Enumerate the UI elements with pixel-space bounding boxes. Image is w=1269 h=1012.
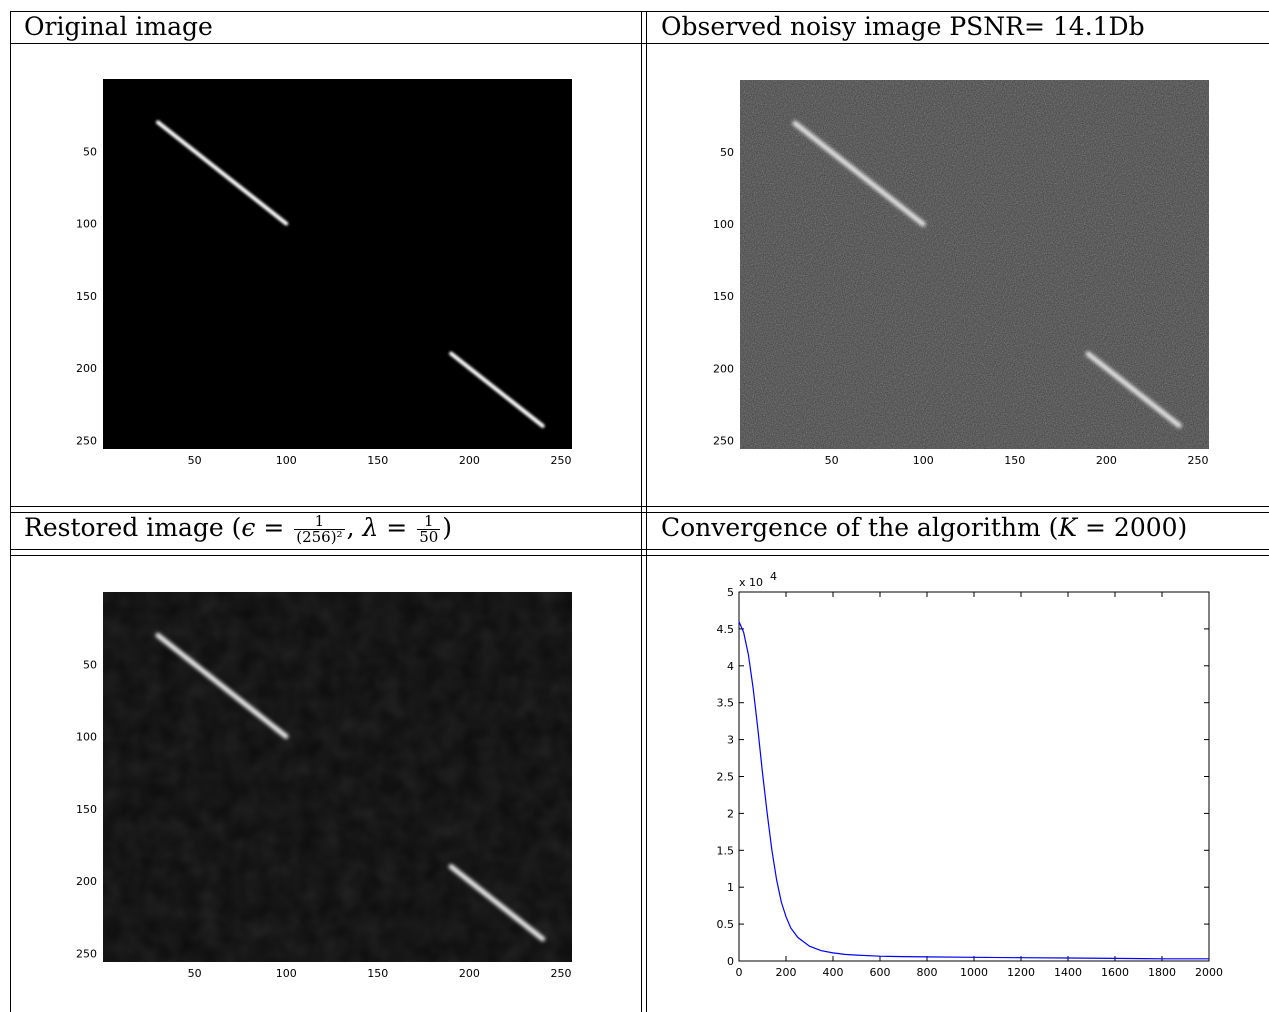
caption-restored-prefix: Restored image ( — [24, 513, 242, 542]
k-value: = 2000 — [1077, 513, 1178, 542]
top_left-y-tick-label: 100 — [76, 218, 97, 231]
chart-y-tick-label: 4 — [727, 660, 734, 673]
caption-restored-image: Restored image (ϵ = 1 (256)², λ = 1 50) — [24, 514, 452, 545]
bottom_left-x-tick-label: 100 — [276, 967, 297, 980]
table-top-border — [10, 11, 1269, 12]
chart-y-tick-label: 3 — [727, 734, 734, 747]
chart-y-tick-label: 0.5 — [717, 918, 735, 931]
top_left-x-tick-label: 100 — [276, 454, 297, 467]
caption-convergence-suffix: ) — [1177, 513, 1188, 542]
chart-x-tick-label: 2000 — [1195, 966, 1223, 979]
equals-2: = — [378, 513, 416, 542]
chart-x-tick-label: 800 — [917, 966, 938, 979]
convergence-chart: 0 200 400 600 800 1000 1200 1400 1600 1800 2000 0 0.… — [717, 570, 1224, 979]
bottom_left-panel: 50 50 100 100 150 150 200 200 250 250 — [76, 592, 572, 980]
chart-x-tick-label: 600 — [870, 966, 891, 979]
chart-y-tick-label: 3.5 — [717, 697, 735, 710]
bottom_left-y-tick-label: 250 — [76, 947, 97, 960]
table-middle-border-a — [641, 11, 642, 1012]
bottom_left-y-tick-label: 50 — [83, 658, 97, 671]
bottom_left-x-tick-label: 250 — [551, 967, 572, 980]
epsilon-symbol: ϵ — [241, 513, 256, 542]
chart-y-tick-label: 5 — [727, 586, 734, 599]
top_right-x-tick-label: 100 — [913, 454, 934, 467]
chart-x-tick-label: 1400 — [1054, 966, 1082, 979]
caption-convergence-prefix: Convergence of the algorithm ( — [661, 513, 1059, 542]
chart-exponent-label: x 10 — [739, 576, 763, 589]
top_right-y-tick-label: 250 — [713, 434, 734, 447]
top_left-bright-segment — [449, 351, 545, 428]
chart-x-tick-label: 1600 — [1101, 966, 1129, 979]
bottom_left-x-tick-label: 150 — [367, 967, 388, 980]
caption-original-image: Original image — [24, 12, 213, 41]
bottom_left-bright-segment — [155, 632, 289, 740]
top_right-panel: 50 50 100 100 150 150 200 200 250 250 — [713, 80, 1209, 467]
caption-noisy-image: Observed noisy image PSNR= 14.1Db — [661, 12, 1145, 41]
lambda-symbol: λ — [362, 513, 379, 542]
top_right-x-tick-label: 50 — [825, 454, 839, 467]
top_right-bright-segment — [792, 120, 926, 227]
bottom_left-y-tick-label: 150 — [76, 803, 97, 816]
chart-x-tick-label: 200 — [776, 966, 797, 979]
top_left-bright-segment — [155, 120, 289, 226]
bottom_left-y-tick-label: 100 — [76, 731, 97, 744]
top_left-y-tick-label: 50 — [83, 145, 97, 158]
k-variable: K — [1058, 513, 1078, 542]
bottom_left-x-tick-label: 200 — [459, 967, 480, 980]
top_left-x-tick-label: 50 — [188, 454, 202, 467]
top_left-x-tick-label: 250 — [551, 454, 572, 467]
table-left-border — [10, 11, 11, 1012]
top_left-y-tick-label: 150 — [76, 290, 97, 303]
row2-top-border — [10, 512, 1269, 513]
chart-x-tick-label: 1200 — [1007, 966, 1035, 979]
chart-exponent-power: 4 — [770, 570, 777, 583]
chart-y-tick-label: 2 — [727, 807, 734, 820]
bottom_left-y-tick-label: 200 — [76, 875, 97, 888]
top_left-x-tick-label: 150 — [367, 454, 388, 467]
top_left-y-tick-label: 200 — [76, 362, 97, 375]
chart-y-tick-label: 1 — [727, 881, 734, 894]
comma: , — [346, 513, 363, 542]
chart-series-line — [738, 621, 1209, 960]
top_left-x-tick-label: 200 — [459, 454, 480, 467]
top_right-x-tick-label: 250 — [1188, 454, 1209, 467]
chart-y-tick-label: 2.5 — [717, 771, 735, 784]
lambda-numerator: 1 — [417, 514, 441, 530]
top_right-y-tick-label: 50 — [720, 146, 734, 159]
chart-x-tick-label: 1000 — [960, 966, 988, 979]
epsilon-numerator: 1 — [294, 514, 345, 530]
chart-x-tick-label: 400 — [823, 966, 844, 979]
top_right-y-tick-label: 100 — [713, 218, 734, 231]
table-middle-border-b — [646, 11, 647, 1012]
row2-body-top-border — [10, 555, 1269, 556]
top_right-x-tick-label: 200 — [1096, 454, 1117, 467]
chart-x-tick-label: 1800 — [1148, 966, 1176, 979]
lambda-denominator: 50 — [419, 528, 439, 546]
row1-bottom-border — [10, 506, 1269, 507]
chart-x-tick-label: 0 — [736, 966, 743, 979]
lambda-fraction: 1 50 — [417, 514, 441, 546]
bottom_left-bright-segment — [448, 864, 546, 942]
epsilon-fraction: 1 (256)² — [294, 514, 345, 546]
top_right-x-tick-label: 150 — [1004, 454, 1025, 467]
top_right-bright-segment — [1085, 351, 1183, 429]
row2-header-border — [10, 549, 1269, 550]
equals-1: = — [255, 513, 293, 542]
chart-y-tick-label: 4.5 — [717, 623, 735, 636]
epsilon-denominator: (256)² — [296, 528, 343, 546]
bottom_left-x-tick-label: 50 — [188, 967, 202, 980]
top_right-y-tick-label: 200 — [713, 362, 734, 375]
top_left-panel: 50 50 100 100 150 150 200 200 250 250 — [76, 79, 572, 467]
top_left-y-tick-label: 250 — [76, 434, 97, 447]
caption-convergence: Convergence of the algorithm (K = 2000) — [661, 514, 1187, 542]
chart-y-tick-label: 0 — [727, 955, 734, 968]
top_right-y-tick-label: 150 — [713, 290, 734, 303]
chart-y-tick-label: 1.5 — [717, 844, 735, 857]
chart-axes-box — [738, 591, 1210, 962]
caption-restored-suffix: ) — [442, 513, 453, 542]
row1-header-border — [10, 43, 1269, 44]
